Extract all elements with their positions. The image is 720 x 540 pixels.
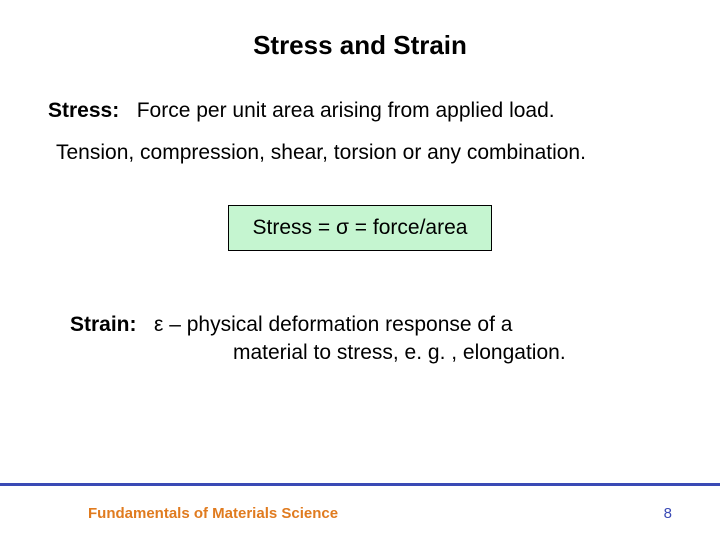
strain-label: Strain:	[70, 313, 137, 336]
slide-title: Stress and Strain	[40, 30, 680, 61]
slide-content: Stress and Strain Stress: Force per unit…	[0, 0, 720, 540]
page-number: 8	[664, 505, 672, 522]
footer-divider	[0, 483, 720, 486]
stress-label: Stress:	[48, 99, 119, 122]
footer-text: Fundamentals of Materials Science	[88, 505, 338, 522]
strain-line2: material to stress, e. g. , elongation.	[233, 339, 680, 367]
strain-text-1: ε – physical deformation response of a	[154, 313, 512, 336]
strain-line1: Strain: ε – physical deformation respons…	[70, 311, 680, 339]
stress-definition: Force per unit area arising from applied…	[137, 99, 555, 122]
strain-spacer	[142, 313, 154, 336]
formula-box: Stress = σ = force/area	[228, 205, 493, 251]
stress-types: Tension, compression, shear, torsion or …	[56, 141, 680, 165]
footer: Fundamentals of Materials Science 8	[0, 505, 720, 522]
strain-block: Strain: ε – physical deformation respons…	[70, 311, 680, 368]
stress-definition-line: Stress: Force per unit area arising from…	[48, 99, 680, 123]
stress-definition-text	[125, 99, 137, 122]
